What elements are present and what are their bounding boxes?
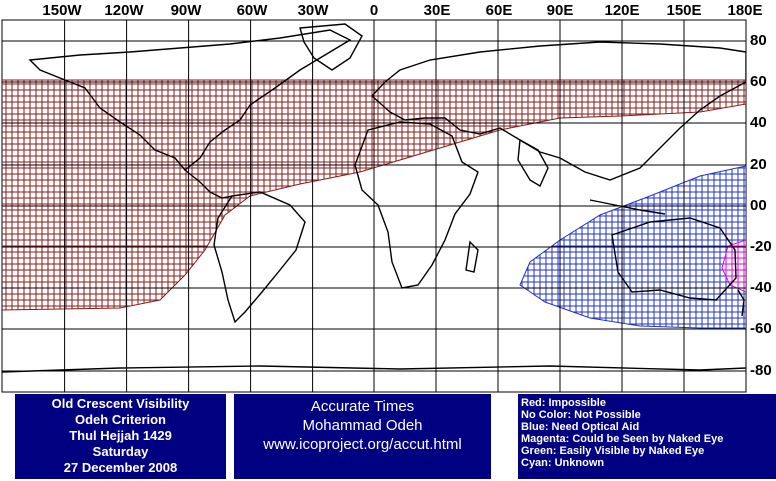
lat-label-minus-40: -40 xyxy=(750,279,772,296)
lat-label-minus-20: -20 xyxy=(750,238,772,255)
lon-label-150e: 150E xyxy=(666,2,702,19)
central-america-outline xyxy=(184,169,233,199)
lon-label-120e: 120E xyxy=(604,2,640,19)
lat-label-80: 80 xyxy=(750,32,767,49)
lon-label-60e: 60E xyxy=(485,2,513,19)
info-criterion: Odeh Criterion xyxy=(74,412,166,427)
new-zealand-outline xyxy=(737,289,745,317)
credits-author: Mohammad Odeh xyxy=(302,417,423,434)
map-canvas xyxy=(1,19,747,393)
zone-impossible xyxy=(2,79,746,311)
lat-label-20: 20 xyxy=(750,156,767,173)
greenland-outline xyxy=(299,23,363,71)
info-month: Thul Hejjah 1429 xyxy=(69,428,172,443)
credits-panel: Accurate Times Mohammad Odeh www.icoproj… xyxy=(234,394,491,479)
land-outlines xyxy=(2,23,746,373)
legend-cyan: Cyan: Unknown xyxy=(521,457,605,469)
legend-blue: Blue: Need Optical Aid xyxy=(521,421,640,433)
credits-title: Accurate Times xyxy=(310,398,415,415)
south-america-outline xyxy=(213,191,306,324)
antarctica-outline xyxy=(2,365,746,373)
legend-panel: Red: Impossible No Color: Not Possible B… xyxy=(518,394,776,479)
info-date: 27 December 2008 xyxy=(63,460,178,475)
visibility-map: 150W 120W 90W 60W 30W 0 30E 60E 90E 120E… xyxy=(1,2,772,393)
lon-label-30w: 30W xyxy=(297,2,329,19)
lon-label-150w: 150W xyxy=(42,2,82,19)
india-outline xyxy=(517,138,549,188)
info-weekday: Saturday xyxy=(92,444,149,459)
graticule xyxy=(2,20,746,392)
lon-label-120w: 120W xyxy=(104,2,144,19)
lat-label-00: 00 xyxy=(750,197,767,214)
legend-magenta: Magenta: Could be Seen by Naked Eye xyxy=(521,433,724,445)
info-panel: Old Crescent Visibility Odeh Criterion T… xyxy=(15,394,226,479)
lat-label-minus-60: -60 xyxy=(750,320,772,337)
lat-label-60: 60 xyxy=(750,73,767,90)
lon-label-0: 0 xyxy=(369,2,379,19)
legend-green: Green: Easily Visible by Naked Eye xyxy=(521,445,705,457)
africa-outline xyxy=(354,121,479,289)
lon-label-180e: 180E xyxy=(727,2,763,19)
lon-label-90e: 90E xyxy=(546,2,574,19)
info-title: Old Crescent Visibility xyxy=(51,396,190,411)
lat-label-40: 40 xyxy=(750,114,767,131)
eurasia-outline xyxy=(371,41,746,181)
australia-outline xyxy=(611,217,737,301)
lon-label-90w: 90W xyxy=(170,2,202,19)
lon-label-30e: 30E xyxy=(423,2,451,19)
north-america-outline xyxy=(28,29,352,171)
indonesia-outline xyxy=(589,199,666,215)
legend-no-color: No Color: Not Possible xyxy=(521,409,641,421)
lat-label-minus-80: -80 xyxy=(750,362,772,379)
credits-url: www.icoproject.org/accut.html xyxy=(263,436,462,453)
lon-label-60w: 60W xyxy=(236,2,268,19)
legend-red: Red: Impossible xyxy=(521,397,606,409)
